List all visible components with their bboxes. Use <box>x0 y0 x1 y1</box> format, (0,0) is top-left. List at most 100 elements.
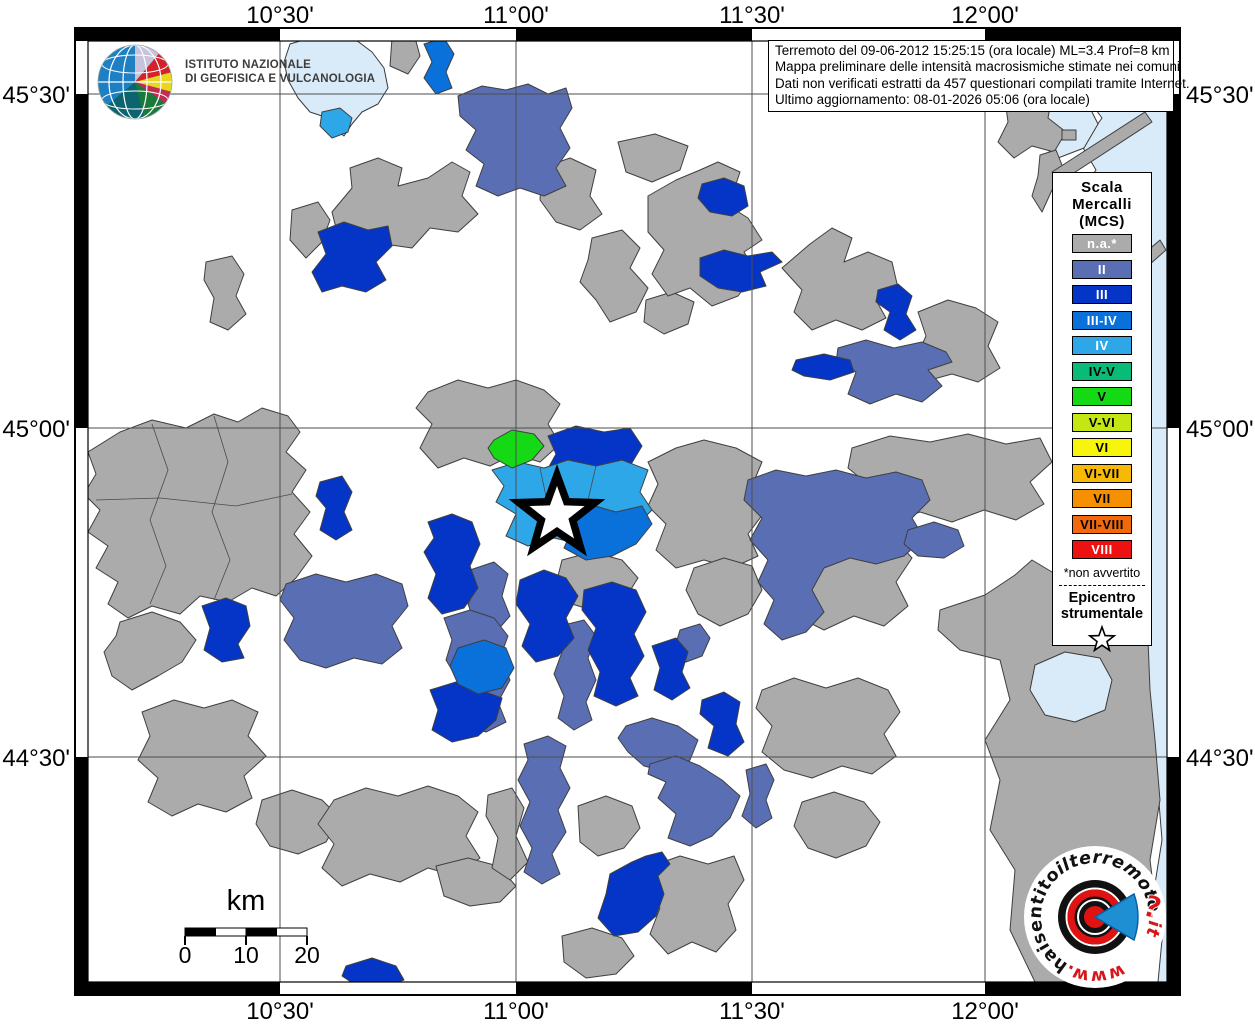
municipality <box>423 41 455 95</box>
axis-label-lat: 45°00' <box>1186 416 1254 443</box>
municipality <box>875 283 917 341</box>
lagoon-comacchio <box>1029 651 1113 723</box>
municipality <box>903 521 965 559</box>
municipality <box>255 789 341 855</box>
municipality <box>743 469 931 641</box>
legend-swatch-iv: IV <box>1072 336 1132 355</box>
municipality <box>685 557 763 627</box>
event-info-box: Terremoto del 09-06-2012 15:25:15 (ora l… <box>768 40 1190 112</box>
ingv-title-line2: DI GEOFISICA E VULCANOLOGIA <box>185 73 376 85</box>
event-info-line1: Terremoto del 09-06-2012 15:25:15 (ora l… <box>775 43 1170 58</box>
legend-swatch-iii: III <box>1072 285 1132 304</box>
municipality <box>651 637 691 701</box>
axis-label-lat: 45°00' <box>2 416 70 443</box>
municipality <box>597 851 671 937</box>
legend-swatch-vii: VII <box>1072 489 1132 508</box>
legend-items: n.a.* II III III-IV IV IV-V V V-VI VI VI… <box>1053 234 1151 559</box>
municipality <box>647 755 741 847</box>
map-content <box>88 41 1167 982</box>
scale-tick-label: 10 <box>233 942 259 968</box>
municipality <box>315 475 353 541</box>
municipality <box>741 763 775 829</box>
legend-swatch-ii: II <box>1072 259 1132 279</box>
municipality <box>647 439 767 569</box>
legend-swatch-na: n.a.* <box>1072 234 1132 253</box>
axis-label-lon: 11°00' <box>483 2 549 29</box>
axis-label-lon: 10°30' <box>246 998 314 1024</box>
axis-label-lon: 12°00' <box>951 998 1019 1024</box>
logo-megaphone-icon <box>1093 892 1139 942</box>
axis-label-lat: 45°30' <box>2 82 70 109</box>
ingv-title: ISTITUTO NAZIONALE DI GEOFISICA E VULCAN… <box>185 58 375 86</box>
municipality <box>617 133 689 183</box>
map-frame <box>74 27 1181 996</box>
municipality <box>203 255 247 331</box>
legend-swatch-vii-viii: VII-VIII <box>1072 514 1132 534</box>
municipality <box>201 597 251 663</box>
municipality <box>279 573 409 669</box>
municipality <box>835 339 953 405</box>
legend-swatch-vi: VI <box>1072 438 1132 457</box>
municipality <box>88 407 313 619</box>
epicenter-star <box>508 464 606 557</box>
municipality <box>319 107 353 139</box>
axis-label-lat: 44°30' <box>2 745 70 772</box>
municipality-border <box>211 415 231 601</box>
axis-label-lon: 11°00' <box>483 998 549 1024</box>
municipality <box>645 855 745 955</box>
municipality <box>311 221 393 293</box>
municipality <box>791 353 855 381</box>
ingv-globe-icon <box>97 44 173 120</box>
municipality <box>341 957 405 982</box>
mcs-legend: Scala Mercalli (MCS) n.a.* II III III-IV… <box>1052 172 1152 652</box>
municipality <box>457 83 573 197</box>
scale-tick-label: 0 <box>178 942 192 968</box>
legend-swatch-viii: VIII <box>1072 540 1132 559</box>
legend-swatch-v: V <box>1072 387 1132 406</box>
axis-label-lon: 11°30' <box>719 2 785 29</box>
scale-bar <box>184 927 308 945</box>
legend-divider <box>1058 584 1146 586</box>
legend-footnote: *non avvertito <box>1063 565 1141 580</box>
municipality-border <box>149 423 169 605</box>
legend-swatch-v-vi: V-VI <box>1072 412 1132 432</box>
logo-text-it: .it <box>1141 913 1164 939</box>
municipality <box>415 379 561 469</box>
scale-unit-label: km <box>226 885 266 917</box>
municipality <box>755 677 901 779</box>
municipality <box>579 229 649 323</box>
haisentito-logo: www.haisentitoilterremoto .it ? <box>1024 846 1166 988</box>
lagoon-island <box>1061 129 1077 141</box>
municipality <box>577 795 641 857</box>
legend-epicenter-star-icon <box>1087 624 1117 652</box>
municipality <box>137 699 267 817</box>
axis-label-lat: 44°30' <box>1186 745 1254 772</box>
axis-label-lat: 45°30' <box>1186 82 1254 109</box>
municipality <box>423 513 481 615</box>
municipality <box>697 177 749 217</box>
municipality <box>517 735 571 885</box>
municipality <box>581 581 647 707</box>
municipality <box>449 639 515 695</box>
municipality <box>515 569 579 663</box>
event-info-line3: Dati non verificati estratti da 457 ques… <box>775 75 1190 91</box>
municipality <box>793 791 881 859</box>
legend-swatch-vi-vii: VI-VII <box>1072 463 1132 483</box>
legend-epicenter-label: Epicentro strumentale <box>1060 589 1144 622</box>
axis-label-lon: 11°30' <box>719 998 785 1024</box>
municipality <box>485 787 529 881</box>
legend-swatch-iii-iv: III-IV <box>1072 310 1132 330</box>
municipality <box>103 611 197 691</box>
legend-title: Scala Mercalli (MCS) <box>1072 179 1132 230</box>
ingv-logo <box>95 42 175 122</box>
event-info-line2: Mappa preliminare delle intensità macros… <box>775 59 1180 75</box>
municipality <box>1031 149 1065 213</box>
ingv-title-line1: ISTITUTO NAZIONALE <box>185 59 312 71</box>
municipality <box>389 41 421 75</box>
legend-swatch-iv-v: IV-V <box>1072 361 1132 381</box>
municipality <box>699 691 745 757</box>
axis-label-lon: 10°30' <box>246 2 314 29</box>
municipality <box>699 249 783 293</box>
